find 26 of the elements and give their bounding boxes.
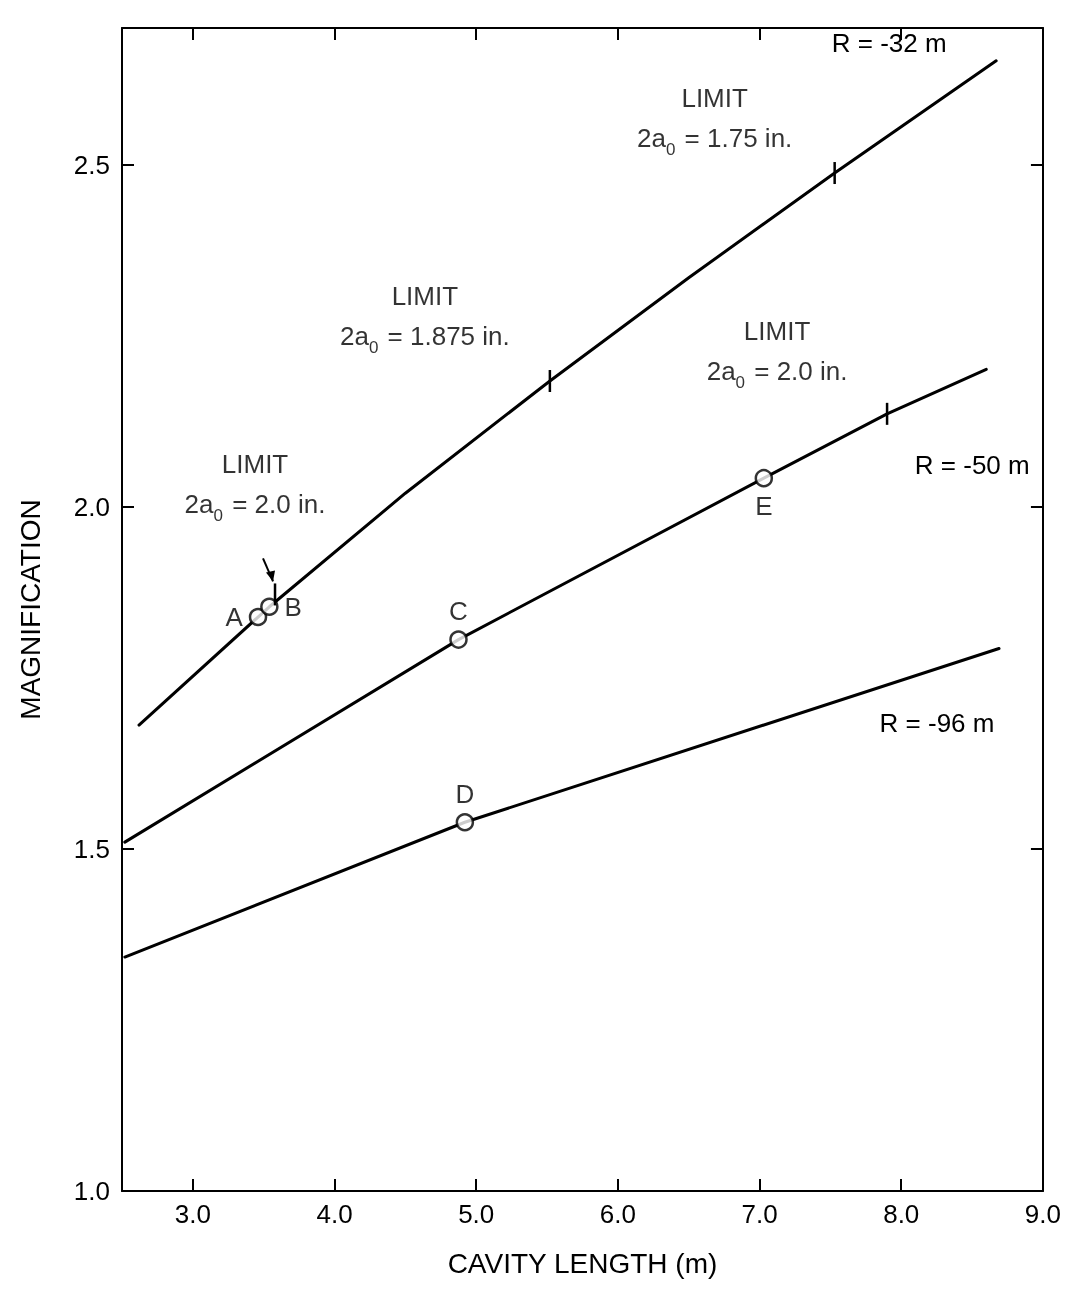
x-tick-label: 6.0 (599, 1199, 636, 1229)
x-tick-label: 3.0 (174, 1199, 211, 1229)
data-label: C (449, 596, 468, 627)
series-label: R = -96 m (879, 708, 995, 739)
data-label: E (755, 491, 773, 522)
x-tick-label: 7.0 (741, 1199, 778, 1229)
data-label: D (455, 779, 475, 810)
point (260, 597, 279, 617)
y-tick-label: 1.5 (73, 833, 110, 864)
x-tick-label: 4.0 (316, 1199, 353, 1229)
point (248, 607, 268, 627)
y-axis-title: MAGNIFICATION (14, 499, 46, 720)
point (754, 468, 774, 488)
x-tick-label: 5.0 (458, 1199, 495, 1229)
y-tick-label: 2.0 (73, 491, 110, 522)
x-tick-label: 9.0 (1024, 1199, 1062, 1229)
series-label: R = -32 m (831, 27, 947, 58)
x-axis-title: CAVITY LENGTH (m) (447, 1247, 718, 1279)
point (455, 813, 475, 832)
y-tick-label: 1.0 (73, 1176, 110, 1206)
point (449, 630, 468, 649)
data-label: A (225, 602, 244, 633)
x-tick-label: 8.0 (883, 1199, 920, 1229)
series-label: R = -50 m (914, 450, 1030, 481)
y-tick-label: 2.5 (73, 149, 110, 180)
data-label: B (284, 591, 302, 622)
